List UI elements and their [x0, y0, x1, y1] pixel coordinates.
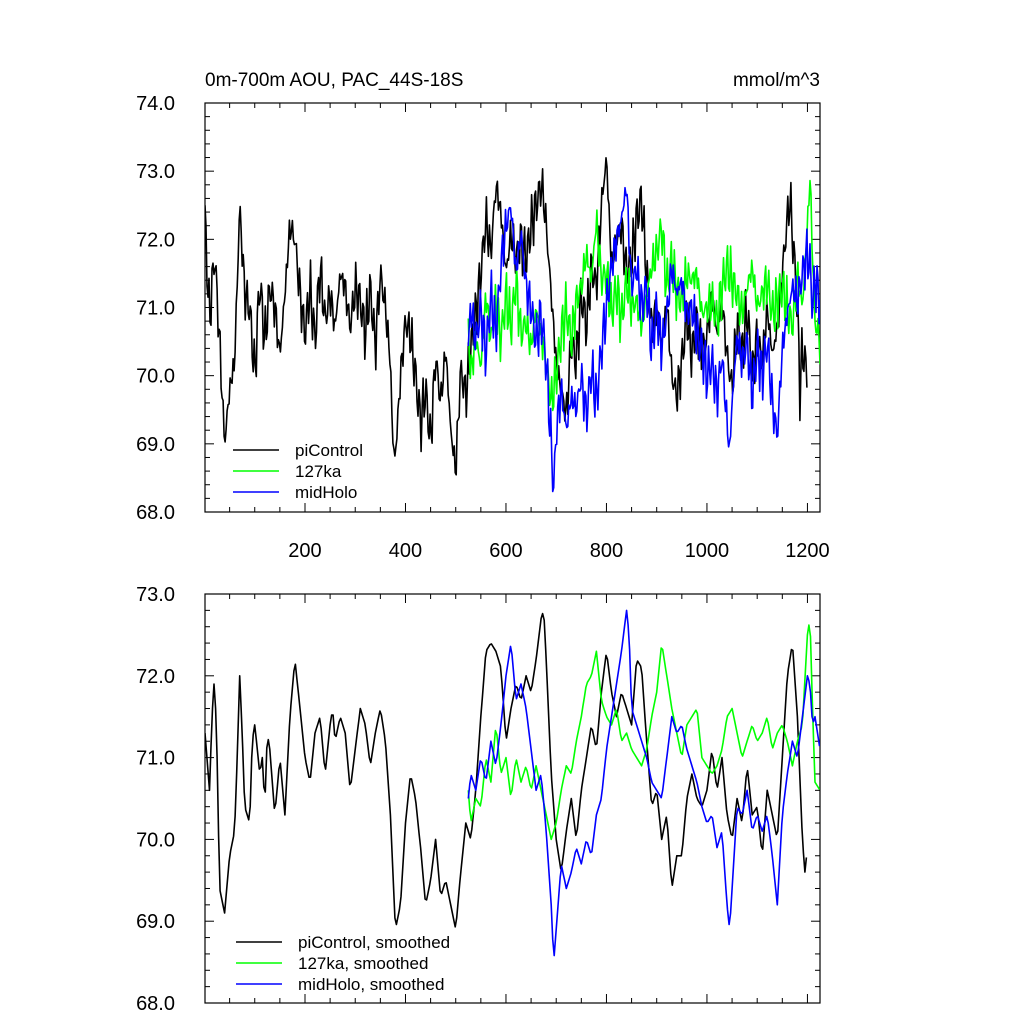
y-tick-label: 71.0	[136, 298, 175, 320]
legend-label-picontrol-smoothed: piControl, smoothed	[298, 933, 450, 952]
series-line-127ka	[467, 179, 820, 412]
y-tick-label: 72.0	[136, 666, 175, 688]
y-tick-label: 68.0	[136, 993, 175, 1015]
y-tick-label: 69.0	[136, 434, 175, 456]
legend-label-midholo: midHolo	[295, 483, 357, 502]
series-line-picontrol	[205, 157, 808, 476]
x-tick-label: 1000	[685, 540, 730, 562]
legend-label-127ka: 127ka	[295, 462, 342, 481]
top-panel: 200 400 600 800 1000 1200 68.0 69.0 70.0 71.0 72.0…	[136, 93, 830, 562]
series-line-127ka-smoothed	[467, 624, 820, 841]
x-tick-label: 200	[288, 540, 321, 562]
legend-label-127ka-smoothed: 127ka, smoothed	[298, 954, 428, 973]
units-label: mmol/m^3	[733, 70, 820, 91]
y-tick-label: 74.0	[136, 93, 175, 115]
legend-label-midholo-smoothed: midHolo, smoothed	[298, 975, 444, 994]
y-tick-label: 72.0	[136, 229, 175, 251]
y-tick-label: 71.0	[136, 748, 175, 770]
series-line-picontrol-smoothed	[205, 612, 808, 928]
y-tick-label: 69.0	[136, 911, 175, 933]
x-tick-label: 800	[590, 540, 623, 562]
legend-label-picontrol: piControl	[295, 441, 363, 460]
x-tick-label: 400	[389, 540, 422, 562]
x-tick-label: 600	[489, 540, 522, 562]
plot-frame	[204, 593, 821, 1004]
bottom-panel: 68.0 69.0 70.0 71.0 72.0 73.0 piControl, smoot…	[136, 584, 821, 1015]
y-tick-label: 73.0	[136, 584, 175, 606]
y-tick-label: 73.0	[136, 161, 175, 183]
series-line-midholo	[467, 186, 820, 493]
y-tick-label: 68.0	[136, 502, 175, 524]
series-line-midholo-smoothed	[467, 609, 820, 957]
y-tick-label: 70.0	[136, 829, 175, 851]
x-tick-label: 1200	[785, 540, 830, 562]
y-tick-label: 70.0	[136, 366, 175, 388]
chart-title: 0m-700m AOU, PAC_44S-18S	[205, 70, 463, 91]
